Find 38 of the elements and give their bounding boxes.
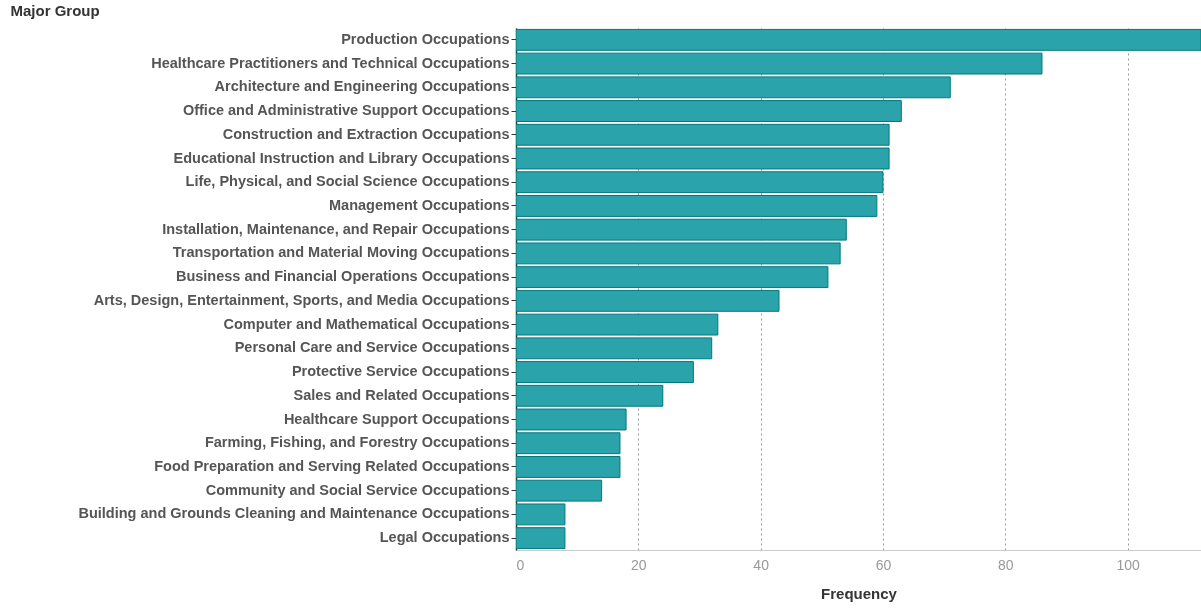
x-tick-label: 60	[875, 556, 892, 573]
y-tick-label: Computer and Mathematical Occupations	[223, 315, 510, 332]
y-tick-label: Farming, Fishing, and Forestry Occupations	[204, 434, 510, 451]
y-tick-label: Community and Social Service Occupations	[205, 481, 510, 498]
x-tick-label: 100	[1116, 556, 1140, 573]
x-tick-label: 40	[753, 556, 770, 573]
y-tick-label: Installation, Maintenance, and Repair Occupations	[162, 220, 510, 237]
y-tick-label: Healthcare Support Occupations	[283, 410, 510, 427]
y-tick-label: Personal Care and Service Occupations	[234, 339, 510, 356]
y-tick-label: Building and Grounds Cleaning and Maintenance Occupations	[78, 505, 510, 522]
bar	[516, 289, 780, 312]
x-axis-title: Frequency	[821, 584, 898, 602]
y-tick-label: Arts, Design, Entertainment, Sports, and Media Occupations	[93, 291, 510, 308]
y-tick-label: Legal Occupations	[379, 529, 510, 546]
y-tick-label: Business and Financial Operations Occupations	[175, 268, 510, 285]
y-tick-label: Transportation and Material Moving Occupations	[172, 244, 510, 261]
bar	[516, 527, 566, 550]
x-tick-label: 20	[631, 556, 647, 573]
y-tick-label: Educational Instruction and Library Occupations	[173, 149, 510, 166]
x-tick-label: 0	[516, 556, 525, 573]
bar	[516, 361, 694, 383]
y-tick-label: Management Occupations	[329, 196, 510, 213]
y-tick-label: Sales and Related Occupations	[293, 386, 510, 403]
y-tick-label: Production Occupations	[341, 30, 510, 47]
bar	[516, 266, 829, 289]
bar	[516, 100, 902, 122]
y-tick-label: Protective Service Occupations	[291, 363, 510, 380]
y-tick-label: Construction and Extraction Occupations	[222, 125, 510, 142]
y-tick-label: Food Preparation and Serving Related Occupations	[154, 457, 510, 474]
y-axis-title: Major Group	[10, 1, 100, 19]
bar	[516, 195, 878, 217]
y-tick-label: Office and Administrative Support Occupations	[182, 102, 510, 119]
bar	[516, 28, 1201, 51]
bar	[516, 456, 621, 478]
y-tick-label: Healthcare Practitioners and Technical Occupations	[151, 54, 510, 71]
x-tick-label: 80	[998, 556, 1014, 573]
y-tick-label: Life, Physical, and Social Science Occupations	[185, 173, 510, 190]
y-tick-label: Architecture and Engineering Occupations	[214, 78, 510, 95]
